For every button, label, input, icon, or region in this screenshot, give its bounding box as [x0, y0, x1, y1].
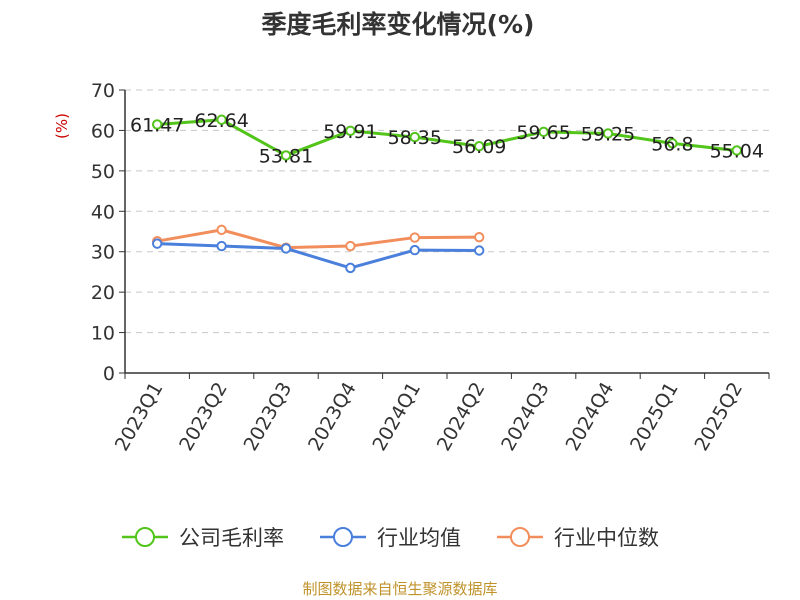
x-tick-label: 2024Q1 — [368, 379, 425, 455]
legend-item-2[interactable]: 行业中位数 — [497, 526, 659, 550]
data-point — [409, 232, 420, 243]
data-point — [474, 231, 485, 243]
legend[interactable]: 公司毛利率 行业均值 行业中位数 — [122, 526, 659, 550]
y-tick-label: 50 — [91, 161, 115, 183]
y-axis-label: (%) — [53, 113, 71, 139]
data-point — [280, 150, 292, 161]
data-point — [538, 126, 549, 138]
x-tick-label: 2025Q1 — [626, 379, 683, 455]
y-tick-label: 20 — [91, 282, 115, 304]
data-point — [152, 119, 163, 130]
y-tick-label: 10 — [91, 323, 115, 345]
legend-item-0[interactable]: 公司毛利率 — [122, 526, 284, 550]
x-tick-label: 2023Q4 — [304, 379, 361, 455]
data-labels: 61.47 62.64 53.81 59.91 58.35 56.09 59.65 59.25… — [130, 110, 764, 168]
data-point — [345, 240, 356, 252]
data-label: 56.09 — [452, 136, 506, 158]
x-tick-label: 2024Q3 — [497, 379, 554, 455]
series-0 — [152, 114, 742, 161]
chart-title: 季度毛利率变化情况(%) — [262, 10, 535, 39]
data-point — [345, 125, 356, 136]
x-tick-label: 2023Q1 — [111, 379, 168, 455]
y-tick-label: 70 — [91, 80, 115, 102]
x-tick-label: 2024Q2 — [433, 379, 490, 455]
data-label: 59.65 — [516, 122, 570, 144]
series-1 — [152, 238, 485, 274]
data-point — [216, 240, 227, 252]
series-line — [156, 228, 480, 250]
legend-item-1[interactable]: 行业均值 — [320, 526, 461, 550]
data-point — [409, 244, 420, 256]
data-point — [602, 128, 614, 139]
data-point — [216, 114, 227, 125]
series-2 — [152, 224, 485, 253]
data-point — [731, 145, 742, 156]
legend-label: 行业中位数 — [554, 526, 659, 550]
data-label: 56.8 — [651, 133, 693, 155]
y-tick-label: 60 — [91, 120, 115, 142]
data-label: 55.04 — [710, 140, 764, 162]
y-tick-label: 0 — [103, 363, 115, 385]
data-label: 53.81 — [259, 145, 313, 167]
source-note: 制图数据来自恒生聚源数据库 — [302, 580, 497, 598]
series-line — [157, 118, 737, 157]
data-label: 59.25 — [581, 123, 635, 145]
y-tick-label: 30 — [91, 242, 115, 264]
legend-marker — [510, 527, 530, 547]
data-point — [280, 243, 292, 254]
data-label: 61.47 — [130, 114, 184, 136]
data-point — [667, 138, 678, 149]
data-point — [474, 141, 485, 152]
legend-label: 行业均值 — [377, 526, 461, 550]
x-tick-label: 2023Q3 — [240, 379, 297, 455]
legend-marker — [135, 527, 155, 547]
legend-marker — [333, 527, 353, 547]
data-point — [345, 262, 356, 274]
y-tick-label: 40 — [91, 201, 115, 223]
x-tick-label: 2024Q4 — [562, 379, 619, 455]
series-lines — [152, 114, 742, 274]
data-point — [216, 224, 227, 236]
series-line — [157, 242, 480, 270]
data-point — [152, 238, 163, 249]
x-tick-label: 2023Q2 — [175, 379, 232, 455]
data-label: 62.64 — [194, 110, 248, 132]
data-point — [409, 131, 420, 143]
x-tick-label: 2025Q2 — [690, 379, 747, 455]
data-label: 59.91 — [323, 121, 377, 143]
data-label: 58.35 — [388, 127, 442, 149]
data-point — [474, 245, 485, 256]
legend-label: 公司毛利率 — [179, 526, 284, 550]
